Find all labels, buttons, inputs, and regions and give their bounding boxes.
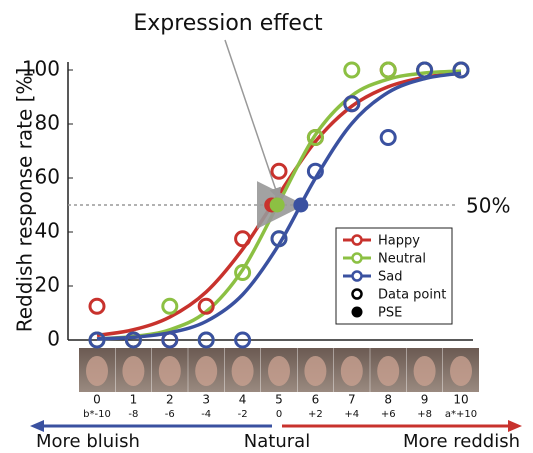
face-image [340,356,363,386]
face-image [158,356,181,386]
data-point [234,331,252,349]
x-tick-label: 3 [202,393,210,407]
x-tick-sublabel: b*-10 [83,409,111,420]
face-image [304,356,327,386]
x-tick-sublabel: a*+10 [445,409,477,420]
x-tick-sublabel: +4 [344,409,359,420]
face-image [377,356,400,386]
pse-point [269,197,285,213]
face-image [268,356,290,386]
x-tick-sublabel: +6 [381,409,396,420]
annotation-pointer [224,39,282,200]
data-point [343,95,361,113]
data-point [88,331,106,349]
red-arrow-head [508,420,522,432]
legend-label: Sad [378,270,402,285]
data-point [343,61,361,79]
x-tick-label: 5 [275,393,283,407]
face-image [413,356,436,386]
direction-label: More bluish [36,431,140,452]
legend-marker [351,252,363,264]
legend-label: Data point [378,288,446,303]
data-point [306,162,324,180]
x-tick-label: 8 [384,393,392,407]
y-tick-label: 40 [35,219,60,243]
x-tick-label: 7 [348,393,356,407]
reference-label: 50% [466,194,510,218]
y-axis-label: Reddish response rate [%] [13,68,37,333]
face-image [122,356,145,386]
legend-label: PSE [378,306,402,321]
y-tick-label: 80 [35,111,60,135]
y-tick-label: 0 [47,327,60,351]
data-point [379,61,397,79]
x-tick-sublabel: 0 [276,409,282,420]
x-tick-label: 2 [166,393,174,407]
x-tick-sublabel: -2 [238,409,248,420]
data-point [306,129,324,146]
face-image [231,356,254,386]
face-image [450,356,472,386]
x-tick-label: 6 [312,393,320,407]
legend-marker [351,270,363,282]
direction-label: Natural [244,431,310,452]
data-point [197,331,215,349]
data-point [379,129,397,146]
direction-label: More reddish [403,431,520,452]
x-tick-label: 1 [130,393,138,407]
data-point [234,264,252,281]
legend-marker [351,306,363,318]
face-image [195,356,218,386]
pse-point [293,197,309,213]
x-tick-label: 0 [93,393,101,407]
data-point [88,297,106,315]
data-point [161,331,179,349]
data-point [124,331,142,349]
y-tick-label: 60 [35,165,60,189]
x-tick-sublabel: -6 [165,409,175,420]
y-tick-label: 20 [35,273,60,297]
data-point [270,230,288,248]
x-tick-sublabel: -4 [201,409,211,420]
legend-label: Neutral [378,252,426,267]
x-tick-sublabel: +8 [417,409,432,420]
data-point [452,61,470,79]
legend-marker [351,234,363,246]
x-tick-label: 4 [239,393,247,407]
y-tick-label: 100 [22,57,60,81]
data-point [234,230,252,248]
face-image [86,356,108,386]
x-tick-sublabel: -8 [128,409,138,420]
blue-arrow-head [30,420,44,432]
data-point [416,61,434,79]
legend-label: Happy [378,234,420,249]
data-point [161,297,179,315]
x-tick-label: 10 [453,393,468,407]
data-point [270,162,288,180]
annotation: Expression effect [133,11,323,36]
data-point [197,297,215,315]
x-tick-sublabel: +2 [308,409,323,420]
legend-marker [351,288,363,300]
x-tick-label: 9 [421,393,429,407]
